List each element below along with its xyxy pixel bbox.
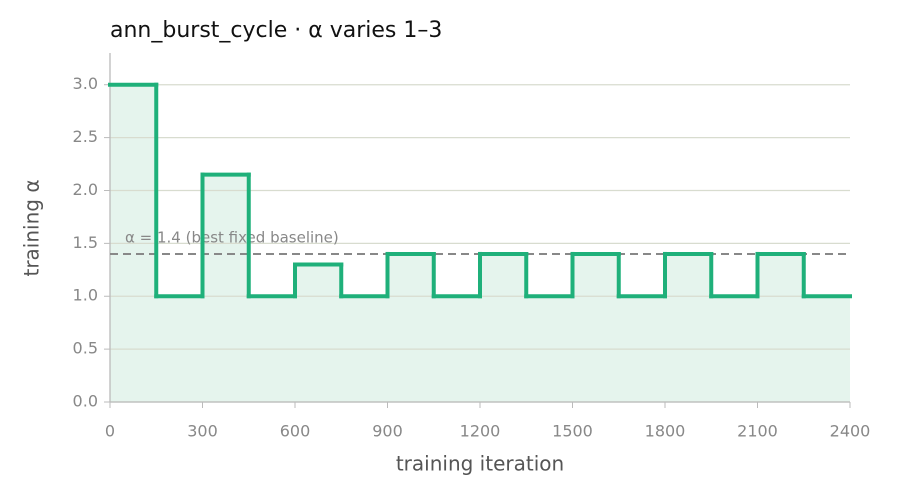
y-tick-label: 0.5 <box>73 339 98 358</box>
area-fill <box>110 84 850 403</box>
y-tick-label: 3.0 <box>73 74 98 93</box>
x-tick-label: 1500 <box>552 422 593 441</box>
x-tick-label: 2400 <box>830 422 871 441</box>
x-tick-label: 900 <box>372 422 403 441</box>
chart-title: ann_burst_cycle · α varies 1–3 <box>110 18 442 43</box>
x-axis-label: training iteration <box>396 452 564 476</box>
y-tick-label: 2.0 <box>73 180 98 199</box>
y-axis-label: training α <box>20 179 44 276</box>
x-tick-label: 2100 <box>737 422 778 441</box>
y-tick-label: 1.5 <box>73 233 98 252</box>
y-tick-label: 1.0 <box>73 286 98 305</box>
x-tick-label: 600 <box>280 422 311 441</box>
baseline-label: α = 1.4 (best fixed baseline) <box>125 228 339 246</box>
y-tick-label: 2.5 <box>73 127 98 146</box>
x-tick-label: 1200 <box>460 422 501 441</box>
y-tick-label: 0.0 <box>73 392 98 411</box>
x-tick-label: 300 <box>187 422 218 441</box>
x-tick-label: 1800 <box>645 422 686 441</box>
x-tick-label: 0 <box>105 422 115 441</box>
